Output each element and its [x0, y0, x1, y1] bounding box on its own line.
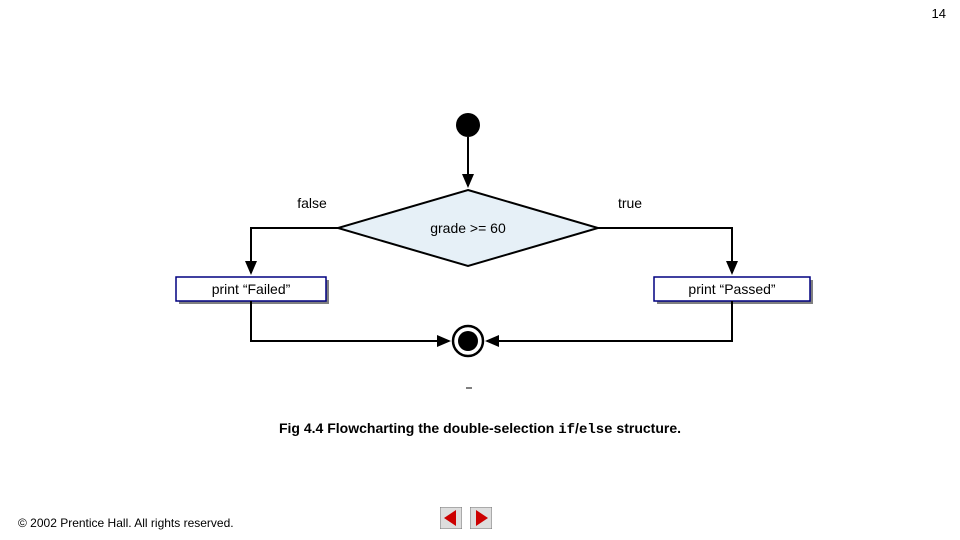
nav-buttons: [440, 507, 496, 534]
copyright-footer: © 2002 Prentice Hall. All rights reserve…: [18, 516, 234, 530]
caption-code-if: if: [558, 422, 575, 438]
decision-label: grade >= 60: [430, 220, 506, 236]
end-node-inner: [458, 331, 478, 351]
caption-code-else: else: [579, 422, 613, 438]
edge-left-end: [251, 301, 449, 341]
start-node: [456, 113, 480, 137]
nav-back-button[interactable]: [440, 507, 462, 529]
edge-false: [251, 228, 338, 273]
edge-true-label: true: [618, 195, 642, 211]
edge-right-end: [487, 301, 732, 341]
caption-suffix: structure.: [613, 420, 681, 436]
nav-forward-button[interactable]: [470, 507, 492, 529]
right-proc-label: print “Passed”: [688, 281, 775, 297]
flowchart: grade >= 60 false true print “Failed” pr…: [0, 0, 960, 420]
edge-true: [598, 228, 732, 273]
caption-prefix: Fig 4.4 Flowcharting the double-selectio…: [279, 420, 558, 436]
figure-caption: Fig 4.4 Flowcharting the double-selectio…: [0, 420, 960, 438]
edge-false-label: false: [297, 195, 327, 211]
left-proc-label: print “Failed”: [212, 281, 291, 297]
